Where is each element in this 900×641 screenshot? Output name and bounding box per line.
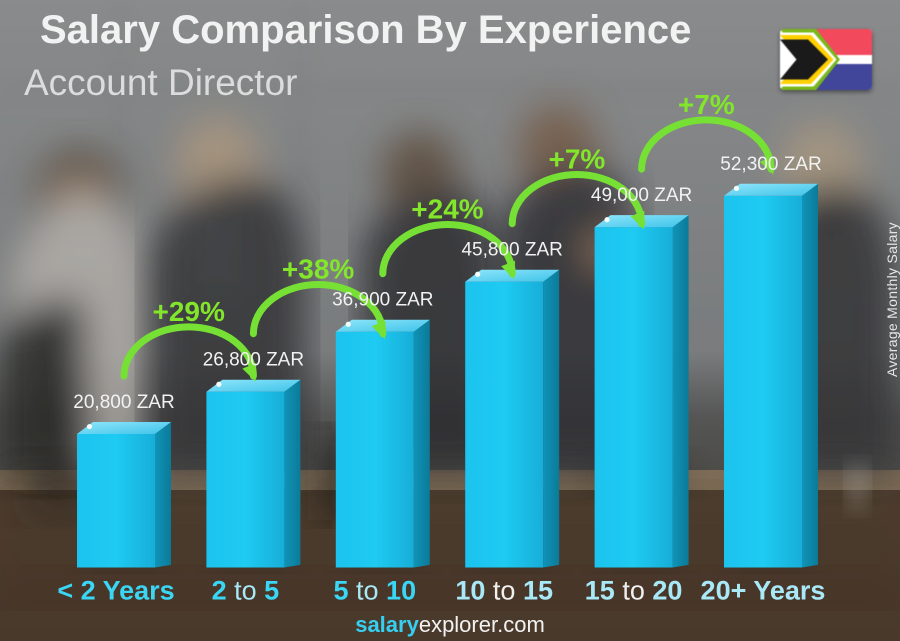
svg-text:15 to 20: 15 to 20 bbox=[585, 576, 683, 606]
svg-text:2 to 5: 2 to 5 bbox=[212, 576, 280, 606]
svg-text:5 to 10: 5 to 10 bbox=[333, 576, 416, 606]
svg-text:+29%: +29% bbox=[152, 296, 224, 327]
svg-text:52,300 ZAR: 52,300 ZAR bbox=[720, 154, 821, 175]
svg-text:36,900 ZAR: 36,900 ZAR bbox=[332, 290, 433, 311]
svg-text:10 to 15: 10 to 15 bbox=[455, 576, 553, 606]
svg-text:+38%: +38% bbox=[282, 254, 354, 285]
svg-text:< 2 Years: < 2 Years bbox=[57, 576, 174, 606]
svg-text:20,800 ZAR: 20,800 ZAR bbox=[73, 392, 174, 413]
svg-text:20+ Years: 20+ Years bbox=[701, 576, 826, 606]
svg-text:45,800 ZAR: 45,800 ZAR bbox=[461, 240, 562, 261]
svg-text:26,800 ZAR: 26,800 ZAR bbox=[203, 350, 304, 371]
svg-text:+7%: +7% bbox=[548, 144, 605, 175]
svg-text:49,000 ZAR: 49,000 ZAR bbox=[591, 185, 692, 206]
svg-text:+7%: +7% bbox=[678, 89, 735, 120]
svg-text:+24%: +24% bbox=[411, 194, 483, 225]
